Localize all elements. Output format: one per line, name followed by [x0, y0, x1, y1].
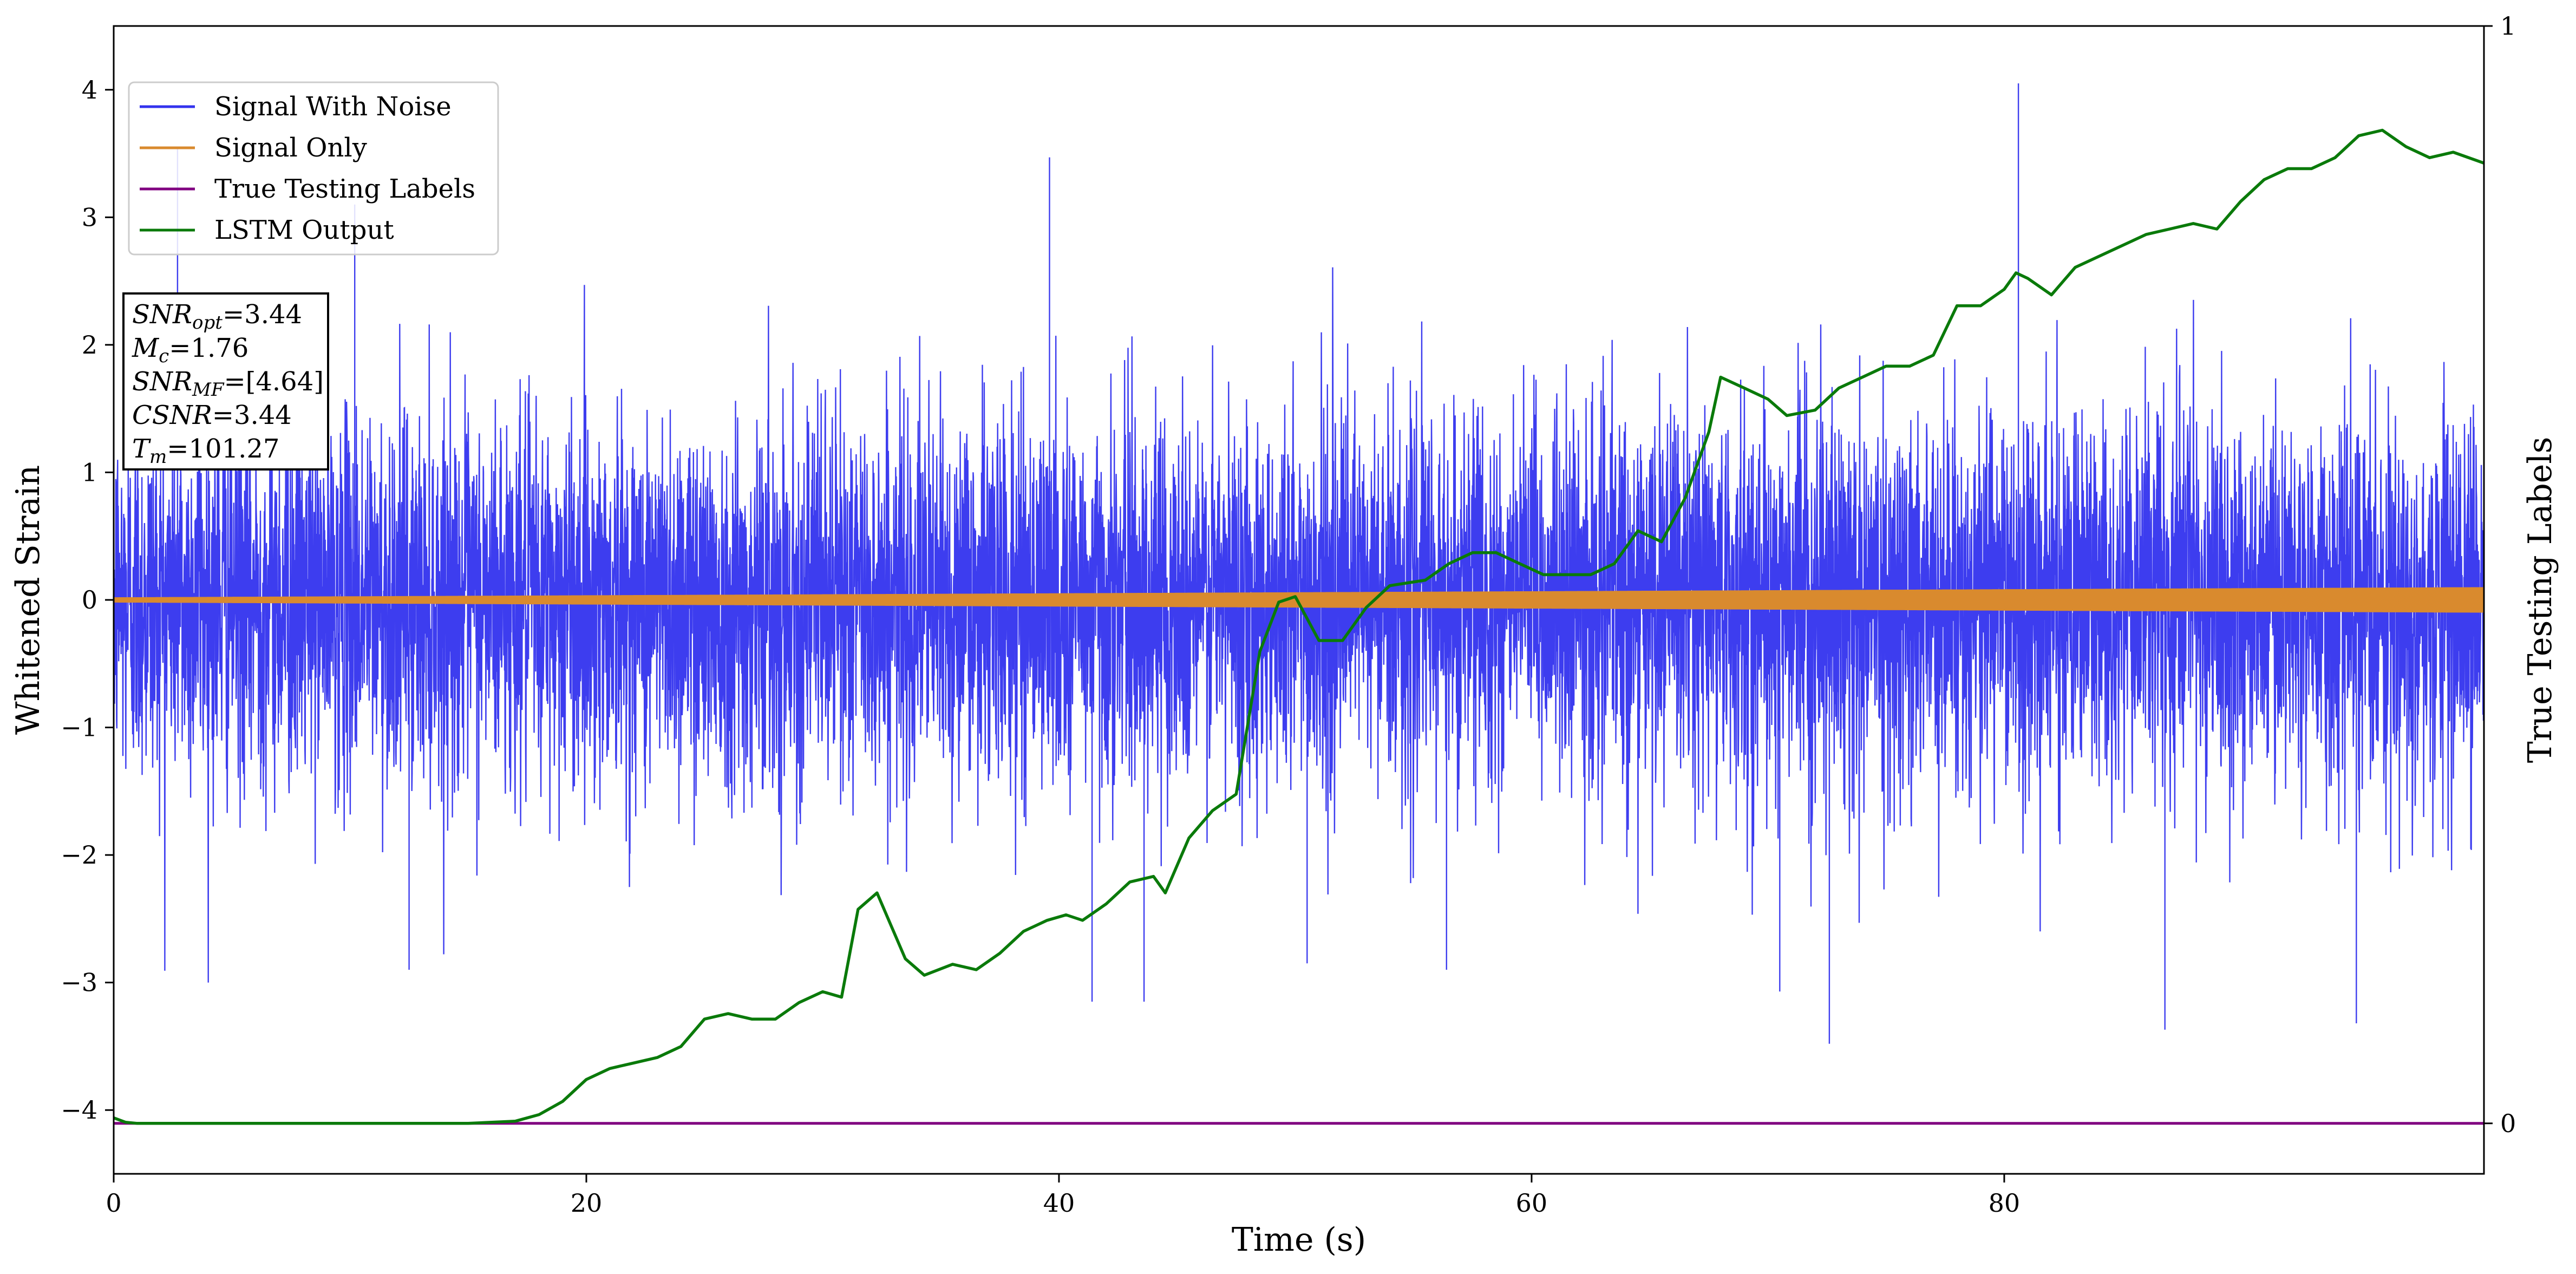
y-axis-label: Whitened Strain — [9, 465, 47, 735]
legend-box — [128, 81, 499, 256]
y-tick-label: 3 — [82, 202, 97, 232]
y-tick-label: 1 — [82, 458, 97, 487]
y-tick-label: −3 — [61, 968, 97, 997]
x-tick-label: 0 — [106, 1188, 121, 1218]
x-tick-label: 60 — [1516, 1188, 1548, 1218]
annotation-line: SNRopt=3.44 — [132, 299, 302, 334]
legend-label: True Testing Labels — [214, 174, 475, 204]
series-layer — [114, 83, 2484, 1125]
y-tick-label: 4 — [82, 75, 97, 104]
y-tick-label: 0 — [82, 585, 97, 615]
y-tick-label: −2 — [61, 840, 97, 870]
y-tick-label: −4 — [61, 1095, 97, 1125]
annotation-box — [122, 292, 329, 471]
annotation-line: SNRMF=[4.64] — [132, 367, 324, 401]
legend-label: Signal With Noise — [214, 92, 452, 122]
series-lstm-output — [114, 128, 2484, 1125]
y2-tick-label: 1 — [2500, 11, 2516, 41]
series-signal-only — [114, 587, 2484, 613]
legend: Signal With Noise Signal Only True Testing… — [128, 81, 499, 256]
y2-axis-label: True Testing Labels — [2521, 437, 2559, 763]
x-tick-label: 40 — [1043, 1188, 1075, 1218]
y-tick-label: 2 — [82, 330, 97, 360]
annotation-line: Tm=101.27 — [132, 434, 279, 468]
legend-label: LSTM Output — [214, 215, 394, 245]
series-signal-with-noise — [114, 83, 2484, 1044]
annotation-line: CSNR=3.44 — [132, 400, 292, 430]
y2-tick-label: 0 — [2500, 1109, 2516, 1138]
x-tick-label: 80 — [1989, 1188, 2021, 1218]
x-axis-label: Time (s) — [1232, 1221, 1366, 1259]
x-tick-label: 20 — [571, 1188, 603, 1218]
annotation-line: Mc=1.76 — [132, 333, 249, 367]
legend-label: Signal Only — [214, 133, 367, 163]
y-tick-label: −1 — [61, 713, 97, 742]
